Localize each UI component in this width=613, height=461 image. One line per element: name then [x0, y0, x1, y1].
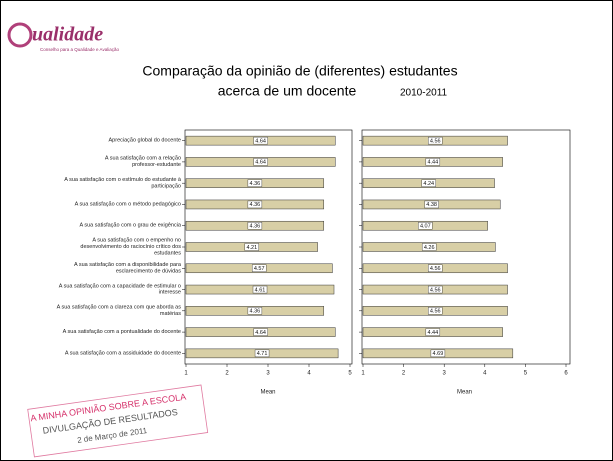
value-label: 4.56 — [430, 287, 441, 293]
category-label: A sua satisfação com a capacidade de est… — [59, 284, 181, 296]
category-line: matérias — [160, 311, 181, 317]
category-line: A sua satisfação com a clareza com que a… — [57, 305, 182, 311]
title-line1: Comparação da opinião de (diferentes) es… — [142, 63, 457, 79]
value-label: 4.36 — [250, 181, 261, 187]
value-label: 4.36 — [250, 223, 261, 229]
value-label-box — [421, 179, 436, 187]
value-label: 4.36 — [250, 309, 261, 315]
category-line: A sua satisfação com o grau de exigência — [79, 223, 181, 229]
value-label: 4.44 — [427, 330, 438, 336]
logo-text: ualidade — [32, 24, 103, 46]
x-axis-label: Mean — [260, 390, 275, 396]
category-line: esclarecimento de dúvidas — [116, 269, 181, 275]
title-year: 2010-2011 — [400, 88, 448, 99]
value-label: 4.64 — [255, 160, 266, 166]
category-line: professor-estudante — [132, 163, 181, 169]
category-label: A sua satisfação com a pontualidade do d… — [63, 330, 181, 336]
value-label-box — [247, 200, 263, 209]
value-label: 4.38 — [426, 202, 437, 208]
category-line: A sua satisfação com a capacidade de est… — [59, 284, 181, 290]
value-label: 4.24 — [423, 181, 434, 187]
value-label: 4.56 — [430, 138, 441, 144]
value-label-box — [251, 264, 267, 272]
value-label: 4.61 — [255, 287, 266, 293]
value-label-box — [247, 179, 263, 187]
value-label-box — [253, 136, 268, 145]
category-label: A sua satisfação com o método pedagógico — [75, 202, 181, 208]
value-label-box — [430, 349, 446, 358]
logo-subtitle: Conselho para a Qualidade e Avaliação — [40, 47, 119, 52]
category-line: A sua satisfação com a disponibilidade p… — [74, 263, 182, 269]
value-label-box — [253, 158, 268, 166]
x-tick-label: 2 — [402, 371, 406, 377]
category-line: interesse — [159, 290, 181, 296]
category-label: A sua satisfação com a assiduidade do do… — [65, 351, 181, 357]
value-label-box — [428, 285, 443, 294]
x-tick-label: 3 — [443, 371, 447, 377]
x-tick-label: 1 — [184, 371, 188, 377]
category-line: A sua satisfação com a relação — [105, 156, 181, 162]
category-label: A sua satisfação com a relação professor-… — [105, 156, 181, 168]
x-tick-label: 4 — [483, 371, 487, 377]
category-label: A sua satisfação com o grau de exigência — [79, 223, 181, 229]
value-label: 4.57 — [254, 266, 265, 272]
value-label-box — [425, 158, 441, 166]
x-tick-label: 2 — [225, 371, 229, 377]
value-label: 4.36 — [250, 202, 261, 208]
value-label: 4.69 — [433, 351, 444, 357]
x-tick-label: 4 — [307, 371, 311, 377]
value-label-box — [428, 264, 443, 272]
value-label-box — [428, 307, 443, 315]
value-label-box — [428, 136, 443, 145]
stamp-frame — [27, 384, 209, 458]
value-label-box — [247, 222, 263, 230]
category-line: A sua satisfação com o estímulo do estud… — [64, 177, 182, 183]
value-label: 4.64 — [255, 138, 266, 144]
category-line: A sua satisfação com o método pedagógico — [75, 202, 181, 208]
category-label: Apreciação global do docente — [109, 138, 181, 144]
category-line: desenvolvimento do raciocínio crítico do… — [80, 244, 181, 250]
category-line: Apreciação global do docente — [109, 138, 181, 144]
value-label-box — [253, 328, 268, 336]
category-line: A sua satisfação com a assiduidade do do… — [65, 351, 181, 357]
value-label-box — [247, 307, 263, 315]
value-label-box — [425, 328, 441, 336]
value-label: 4.56 — [430, 266, 441, 272]
category-label: A sua satisfação com o estímulo do estud… — [64, 177, 182, 189]
category-label: A sua satisfação com a disponibilidade p… — [74, 263, 182, 275]
value-label: 4.21 — [246, 245, 257, 251]
x-tick-label: 1 — [361, 371, 365, 377]
category-line: A sua satisfação com a pontualidade do d… — [63, 330, 181, 336]
value-label: 4.07 — [420, 223, 431, 229]
value-label-box — [252, 285, 268, 294]
x-tick-label: 5 — [524, 371, 528, 377]
category-line: estudantes — [154, 251, 181, 257]
title-line2: acerca de um docente — [218, 83, 357, 99]
value-label: 4.44 — [427, 160, 438, 166]
value-label: 4.26 — [424, 245, 435, 251]
value-label: 4.56 — [430, 309, 441, 315]
category-label: A sua satisfação com o empenho no desenvo… — [80, 238, 181, 257]
value-label-box — [254, 349, 270, 358]
value-label-box — [244, 243, 260, 251]
category-line: participação — [151, 184, 181, 190]
category-line: A sua satisfação com o empenho no — [92, 238, 181, 244]
charts: 1 2 3 4 5 Mean Apreciação global do docente 4.6… — [57, 129, 571, 396]
x-tick-label: 3 — [266, 371, 270, 377]
category-label: A sua satisfação com a clareza com que a… — [57, 305, 182, 317]
value-label: 4.64 — [255, 330, 266, 336]
logo-q — [7, 22, 33, 48]
value-label-box — [421, 243, 437, 251]
value-label-box — [418, 222, 433, 230]
x-tick-label: 6 — [564, 371, 568, 377]
value-label: 4.71 — [257, 351, 268, 357]
x-axis-label: Mean — [457, 390, 472, 396]
value-label-box — [424, 200, 439, 209]
x-tick-label: 5 — [348, 371, 352, 377]
